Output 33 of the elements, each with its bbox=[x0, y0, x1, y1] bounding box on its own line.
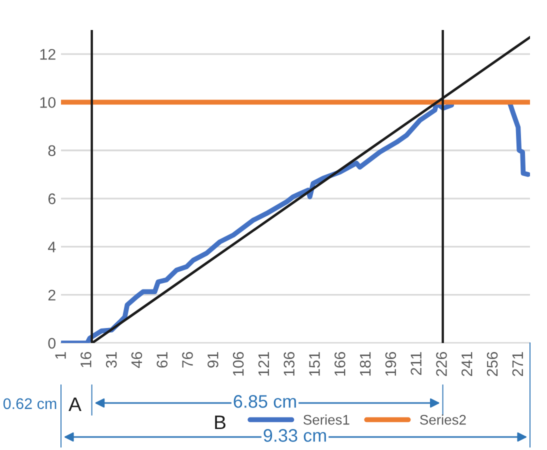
text: 0.62 cm bbox=[3, 398, 56, 410]
legend-label: Series1 bbox=[303, 414, 350, 425]
y-tick-label: 6 bbox=[48, 193, 56, 204]
text: 6.85 cm bbox=[234, 395, 296, 408]
x-tick-label: 136 bbox=[284, 352, 295, 376]
x-tick-label: 196 bbox=[385, 352, 396, 376]
x-tick-label: 106 bbox=[232, 352, 244, 376]
y-tick-label: 2 bbox=[48, 290, 56, 300]
legend-label: Series2 bbox=[420, 414, 466, 425]
text: B bbox=[215, 416, 226, 430]
x-tick-label: 226 bbox=[436, 352, 447, 376]
x-tick-label: 31 bbox=[106, 352, 117, 368]
text: A bbox=[68, 398, 82, 412]
x-tick-label: 271 bbox=[512, 352, 523, 376]
x-tick-label: 241 bbox=[461, 352, 472, 376]
y-tick-label: 0 bbox=[48, 338, 56, 349]
x-tick-label: 181 bbox=[360, 352, 371, 376]
y-tick-label: 8 bbox=[48, 145, 56, 156]
x-tick-label: 61 bbox=[156, 352, 168, 368]
y-tick-label: 12 bbox=[40, 48, 56, 60]
x-tick-label: 16 bbox=[80, 352, 92, 368]
x-tick-label: 1 bbox=[55, 352, 66, 359]
x-tick-label: 121 bbox=[258, 352, 269, 376]
x-tick-label: 166 bbox=[334, 352, 346, 376]
text: 9.33 cm bbox=[264, 429, 326, 442]
x-tick-label: 256 bbox=[486, 352, 498, 376]
y-tick-label: 10 bbox=[40, 97, 56, 108]
x-tick-label: 91 bbox=[208, 352, 218, 368]
x-tick-label: 76 bbox=[182, 352, 193, 368]
x-tick-label: 211 bbox=[410, 352, 422, 375]
x-tick-label: 151 bbox=[309, 352, 320, 376]
x-tick-label: 46 bbox=[131, 352, 142, 368]
y-tick-label: 4 bbox=[48, 242, 56, 252]
